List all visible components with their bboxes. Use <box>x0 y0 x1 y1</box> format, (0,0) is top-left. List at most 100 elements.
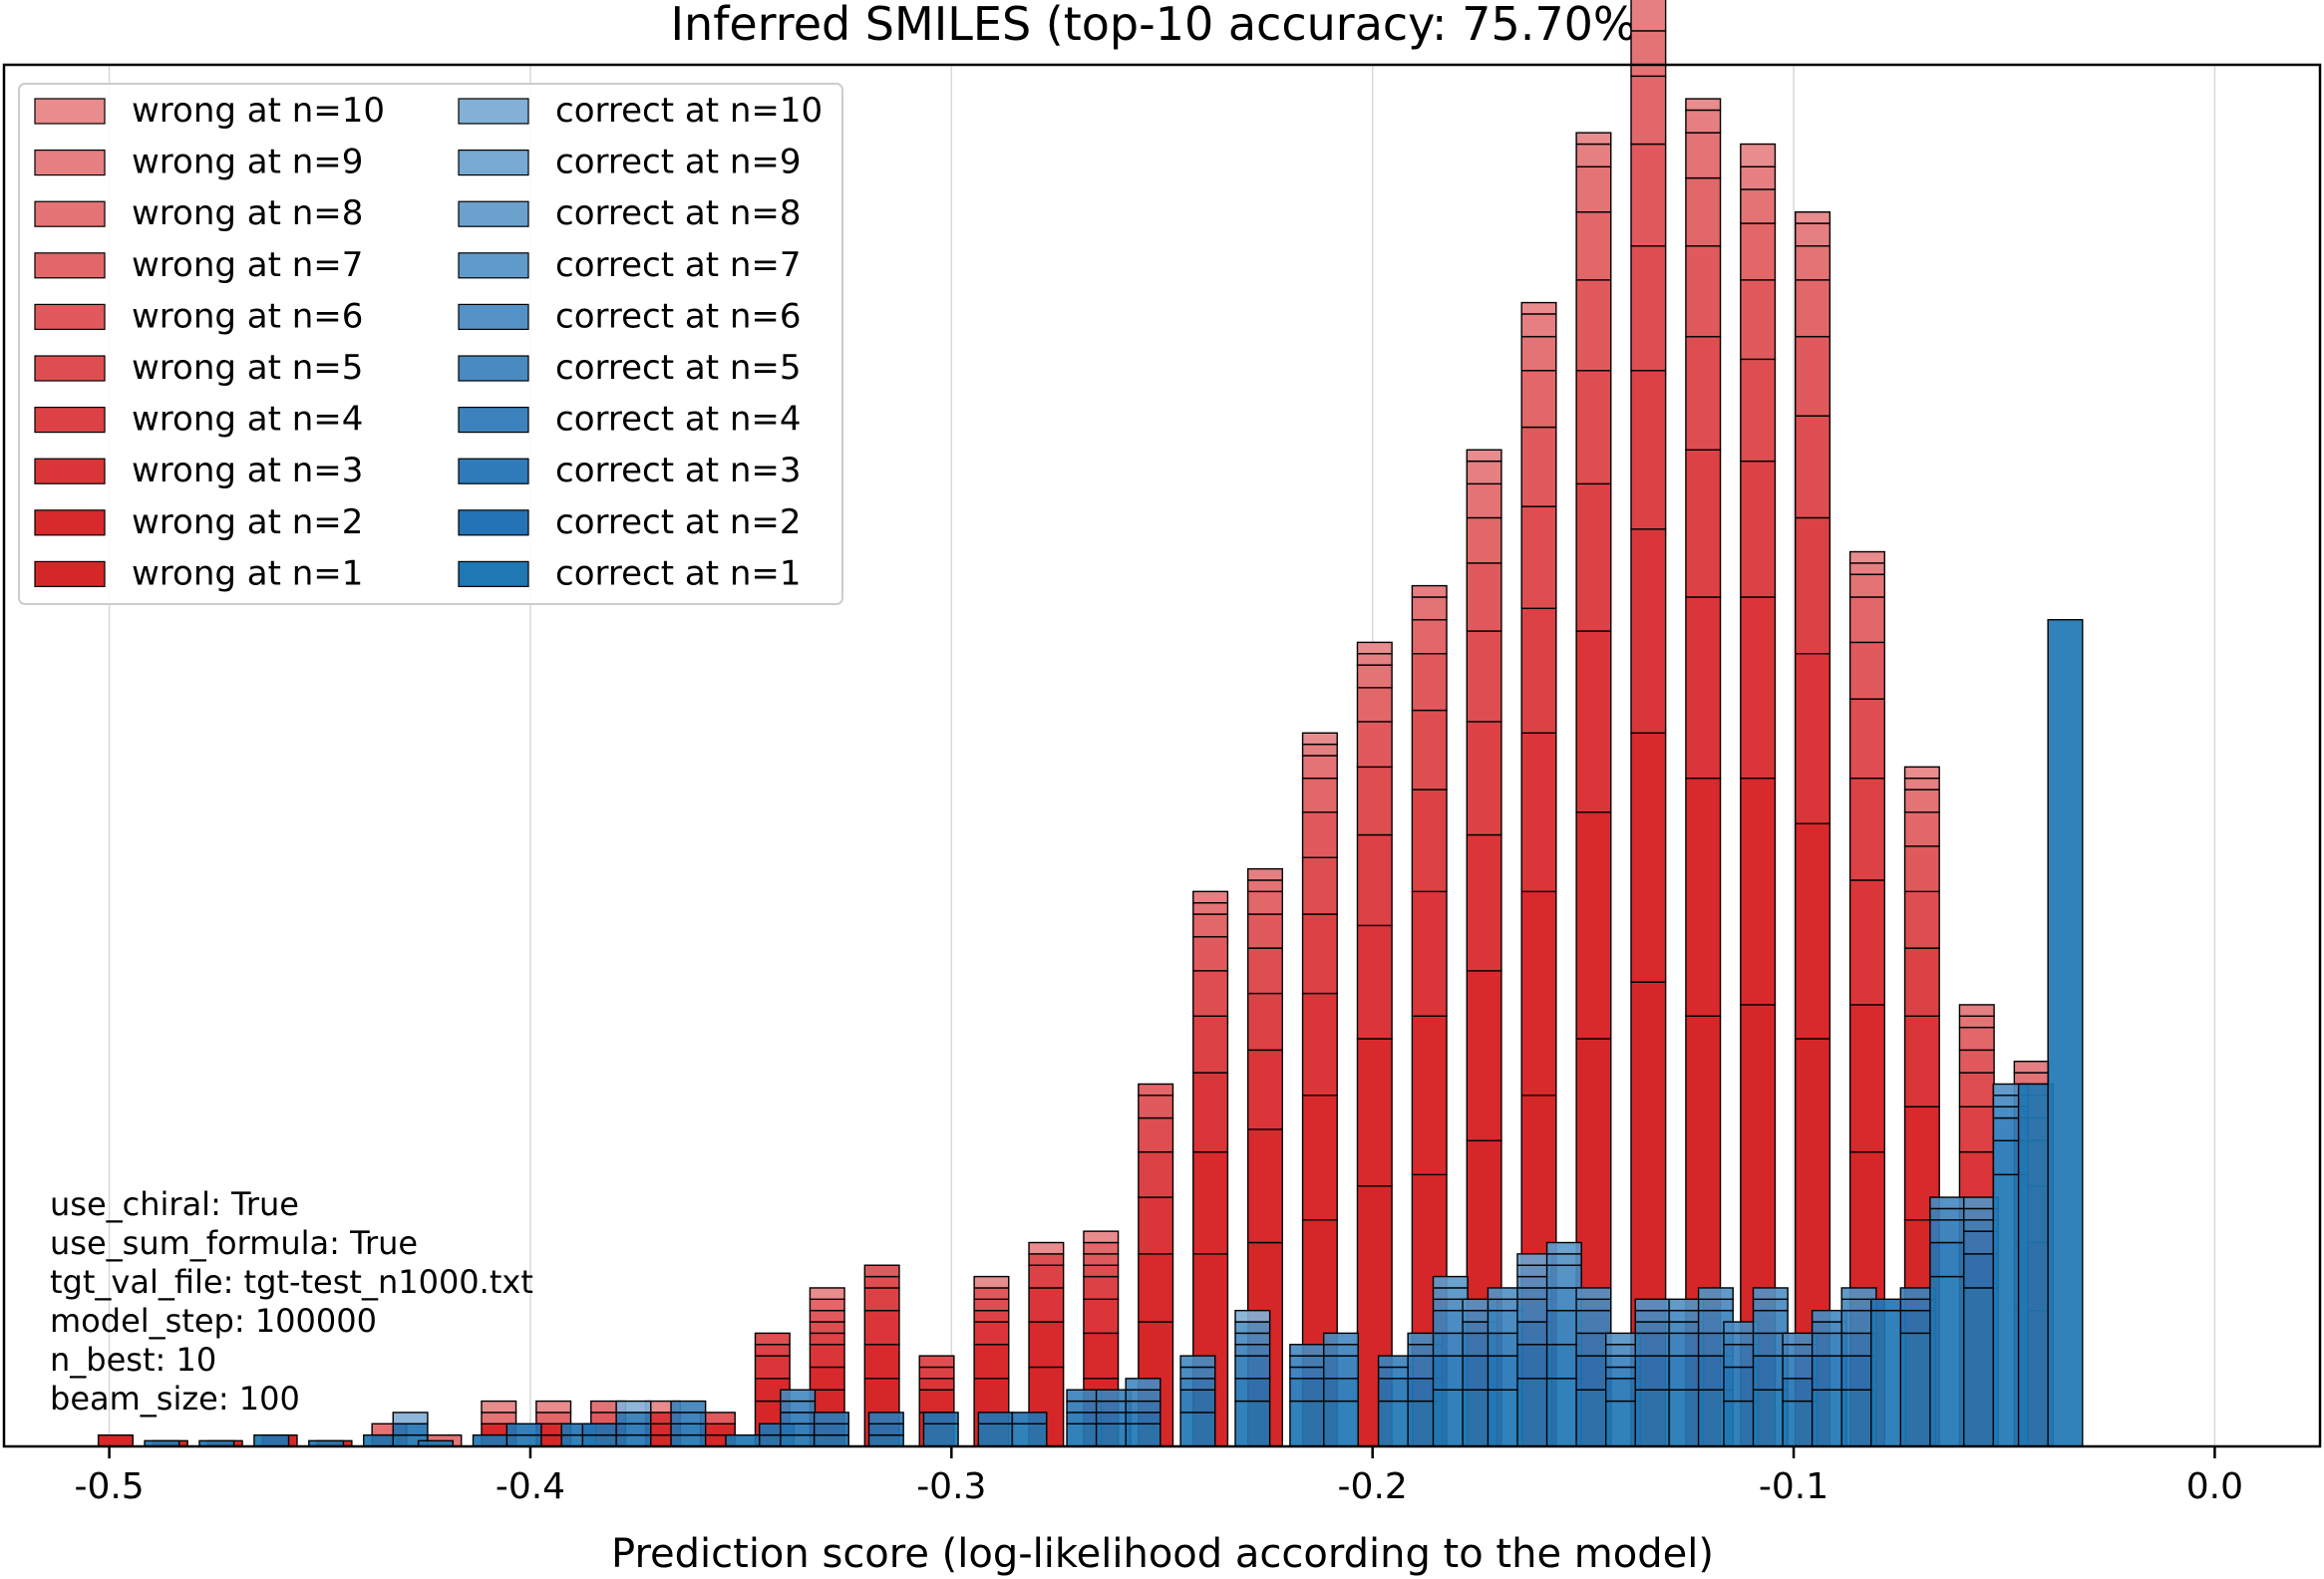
correct-bar-segment <box>615 1433 652 1447</box>
wrong-bar-segment <box>1246 867 1283 881</box>
wrong-bar-segment <box>1685 245 1722 338</box>
wrong-bar-segment <box>1083 1332 1120 1380</box>
wrong-bar-segment <box>1301 778 1338 813</box>
wrong-bar-segment <box>1083 1253 1120 1266</box>
correct-bar-segment <box>581 1433 618 1447</box>
correct-legend-swatch <box>458 98 529 125</box>
wrong-legend-swatch <box>34 355 106 382</box>
correct-bar-segment <box>813 1412 849 1424</box>
correct-bar-segment <box>1289 1344 1326 1357</box>
info-line: beam_size: 100 <box>50 1380 300 1418</box>
correct-bar-segment <box>1575 1298 1612 1312</box>
wrong-bar-segment <box>1575 482 1612 632</box>
wrong-bar-segment <box>1356 721 1393 769</box>
correct-bar-segment <box>1125 1422 1162 1447</box>
correct-legend-swatch <box>458 407 529 434</box>
correct-bar-segment <box>1289 1400 1326 1447</box>
correct-bar-segment <box>1752 1298 1789 1312</box>
x-axis-label: Prediction score (log-likelihood accordi… <box>611 1531 1714 1577</box>
wrong-legend-label: wrong at n=7 <box>132 245 363 285</box>
wrong-bar-segment <box>1411 618 1448 655</box>
correct-bar-segment <box>1752 1309 1789 1335</box>
wrong-bar-segment <box>1138 1150 1174 1198</box>
wrong-bar-segment <box>1685 98 1722 112</box>
x-tick-label: -0.3 <box>916 1466 986 1507</box>
info-line: model_step: 100000 <box>50 1302 377 1340</box>
wrong-bar-segment <box>1795 516 1831 655</box>
correct-bar-segment <box>1811 1355 1847 1391</box>
correct-bar-segment <box>922 1412 959 1424</box>
wrong-bar-segment <box>863 1309 900 1346</box>
correct-bar-segment <box>1697 1298 1734 1312</box>
wrong-bar-segment <box>1028 1264 1065 1289</box>
wrong-bar-segment <box>1903 1015 1940 1107</box>
wrong-bar-segment <box>1520 370 1557 429</box>
wrong-bar-segment <box>1848 641 1885 700</box>
correct-legend-swatch <box>458 303 529 330</box>
wrong-bar-segment <box>1958 1072 1995 1107</box>
correct-bar-segment <box>670 1422 707 1436</box>
wrong-bar-segment <box>1958 1105 1995 1153</box>
wrong-bar-segment <box>1356 833 1393 927</box>
wrong-bar-segment <box>1795 653 1831 824</box>
wrong-bar-segment <box>973 1344 1010 1380</box>
wrong-bar-segment <box>1083 1230 1120 1244</box>
wrong-bar-segment <box>1192 890 1229 904</box>
wrong-bar-segment <box>754 1332 791 1346</box>
correct-bar-segment <box>615 1412 652 1424</box>
wrong-bar-segment <box>863 1287 900 1312</box>
wrong-bar-segment <box>1795 210 1831 224</box>
wrong-bar-segment <box>973 1309 1010 1323</box>
wrong-bar-segment <box>1630 75 1667 146</box>
correct-bar-segment <box>1929 1207 1966 1221</box>
correct-bar-segment <box>392 1422 429 1436</box>
wrong-bar-segment <box>481 1412 517 1424</box>
wrong-bar-segment <box>1685 778 1722 1017</box>
correct-bar-segment <box>1487 1355 1523 1391</box>
correct-bar-segment <box>1723 1366 1760 1403</box>
correct-legend-label: correct at n=8 <box>555 193 802 233</box>
wrong-bar-segment <box>973 1298 1010 1312</box>
correct-legend-swatch <box>458 252 529 279</box>
wrong-bar-segment <box>1520 732 1557 893</box>
correct-bar-segment <box>1322 1400 1360 1447</box>
correct-bar-segment <box>1234 1321 1271 1335</box>
wrong-bar-segment <box>809 1344 845 1369</box>
wrong-bar-segment <box>1466 721 1502 836</box>
wrong-bar-segment <box>1301 856 1338 915</box>
correct-bar-segment <box>867 1433 904 1447</box>
correct-bar-segment <box>780 1412 817 1424</box>
correct-bar-segment <box>1634 1321 1671 1335</box>
x-tick-label: -0.1 <box>1759 1466 1828 1507</box>
wrong-bar-segment <box>1630 245 1667 372</box>
correct-bar-segment <box>472 1433 508 1447</box>
wrong-bar-segment <box>1630 30 1667 78</box>
correct-bar-segment <box>670 1433 707 1447</box>
correct-bar-segment <box>1929 1196 1966 1210</box>
correct-bar-segment <box>780 1433 817 1447</box>
correct-legend-label: correct at n=1 <box>555 553 802 593</box>
wrong-bar-segment <box>1848 562 1885 575</box>
wrong-bar-segment <box>1520 335 1557 372</box>
wrong-bar-segment <box>1958 1004 1995 1017</box>
wrong-bar-segment <box>1685 596 1722 780</box>
wrong-bar-segment <box>1138 1253 1174 1323</box>
wrong-bar-segment <box>1848 1004 1885 1153</box>
wrong-bar-segment <box>1795 415 1831 519</box>
wrong-bar-segment <box>1301 732 1338 746</box>
wrong-bar-segment <box>809 1309 845 1323</box>
wrong-bar-segment <box>1356 924 1393 1040</box>
wrong-bar-segment <box>1466 562 1502 632</box>
correct-bar-segment <box>1929 1219 1966 1244</box>
wrong-bar-segment <box>1246 879 1283 893</box>
correct-bar-segment <box>1545 1241 1582 1255</box>
wrong-bar-segment <box>1795 335 1831 417</box>
wrong-bar-segment <box>1740 165 1777 190</box>
wrong-bar-segment <box>1575 210 1612 281</box>
correct-legend-label: correct at n=6 <box>555 296 802 336</box>
wrong-bar-segment <box>1685 449 1722 598</box>
correct-bar-segment <box>1575 1287 1612 1301</box>
wrong-bar-segment <box>1411 709 1448 790</box>
